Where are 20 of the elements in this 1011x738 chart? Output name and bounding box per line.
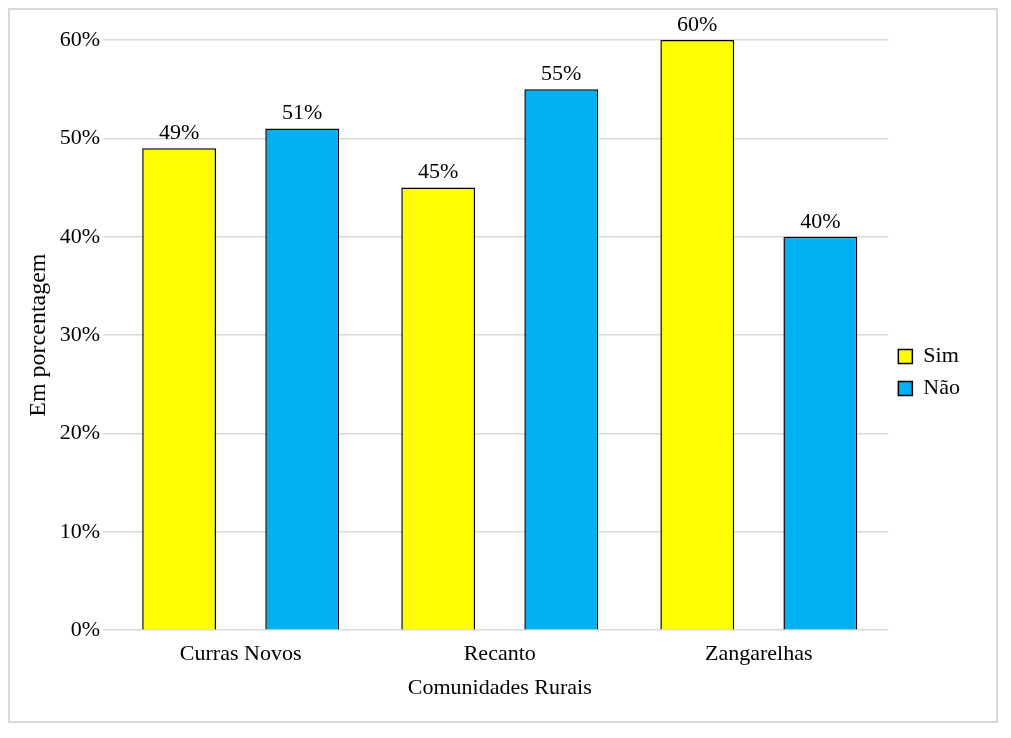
data-label: 51% (282, 99, 323, 125)
y-tick-label: 20% (59, 419, 101, 445)
legend-label: Sim (923, 342, 959, 368)
y-axis-title: Em porcentagem (23, 253, 50, 417)
y-tick-label: 60% (59, 25, 101, 51)
legend-label: Não (923, 374, 960, 400)
y-tick-label: 30% (59, 320, 101, 346)
data-label: 45% (418, 158, 459, 184)
data-label: 40% (800, 207, 841, 233)
x-tick-label: Curras Novos (179, 640, 302, 666)
y-tick-label: 10% (59, 517, 101, 543)
y-tick-label: 50% (59, 124, 101, 150)
y-tick-label: 0% (70, 615, 101, 641)
x-tick-label: Zangarelhas (705, 640, 813, 666)
y-tick-label: 40% (59, 222, 101, 248)
data-label: 60% (677, 10, 718, 36)
x-axis-title: Comunidades Rurais (407, 673, 592, 699)
data-label: 55% (541, 59, 582, 85)
data-label: 49% (158, 118, 200, 144)
x-tick-label: Recanto (463, 640, 536, 666)
